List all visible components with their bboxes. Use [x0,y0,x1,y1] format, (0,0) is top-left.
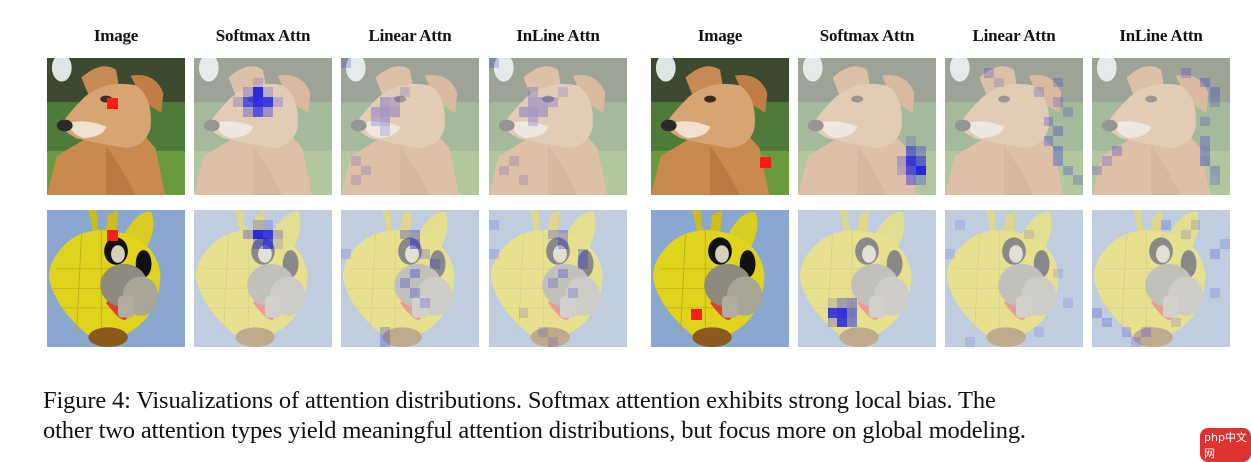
watermark-logo: php中文网 [1200,428,1251,462]
query-marker [759,156,771,168]
query-marker [106,97,118,109]
attention-grid [945,58,1083,195]
attention-fade [489,58,627,195]
inline-attention-map-dog [1092,58,1230,195]
attention-grid [489,58,627,195]
source-image-balloon [651,210,789,347]
source-image-balloon [47,210,185,347]
header-softmax-right: Softmax Attn [819,26,915,45]
softmax-attention-map-balloon [194,210,332,347]
softmax-attention-map-balloon [798,210,936,347]
attention-fade [945,58,1083,195]
attention-grid [194,58,332,195]
header-softmax-left: Softmax Attn [215,26,311,45]
attention-grid [798,210,936,347]
inline-attention-map-dog [489,58,627,195]
caption-line-1: Figure 4: Visualizations of attention di… [43,387,996,414]
attention-grid [489,210,627,347]
softmax-attention-map-dog [798,58,936,195]
attention-fade [489,210,627,347]
attention-grid [798,58,936,195]
inline-attention-map-balloon [489,210,627,347]
source-image-dog [47,58,185,195]
header-image-left: Image [93,26,139,45]
attention-grid [945,210,1083,347]
header-inline-left: InLine Attn [516,26,600,45]
attention-fade [341,210,479,347]
linear-attention-map-dog [945,58,1083,195]
attention-fade [341,58,479,195]
attention-fade [945,210,1083,347]
header-image-right: Image [697,26,743,45]
figure-caption: Figure 4: Visualizations of attention di… [43,386,1243,446]
attention-grid [341,58,479,195]
attention-grid [194,210,332,347]
inline-attention-map-balloon [1092,210,1230,347]
attention-fade [1092,210,1230,347]
caption-line-2: other two attention types yield meaningf… [43,417,1026,444]
attention-grid [1092,210,1230,347]
attention-fade [194,58,332,195]
linear-attention-map-dog [341,58,479,195]
header-linear-left: Linear Attn [368,26,452,45]
query-marker [106,230,118,242]
softmax-attention-map-dog [194,58,332,195]
attention-fade [1092,58,1230,195]
header-inline-right: InLine Attn [1119,26,1203,45]
attention-grid [1092,58,1230,195]
attention-grid [341,210,479,347]
header-linear-right: Linear Attn [972,26,1056,45]
linear-attention-map-balloon [341,210,479,347]
source-image-dog [651,58,789,195]
attention-fade [798,210,936,347]
query-marker [690,308,702,320]
linear-attention-map-balloon [945,210,1083,347]
